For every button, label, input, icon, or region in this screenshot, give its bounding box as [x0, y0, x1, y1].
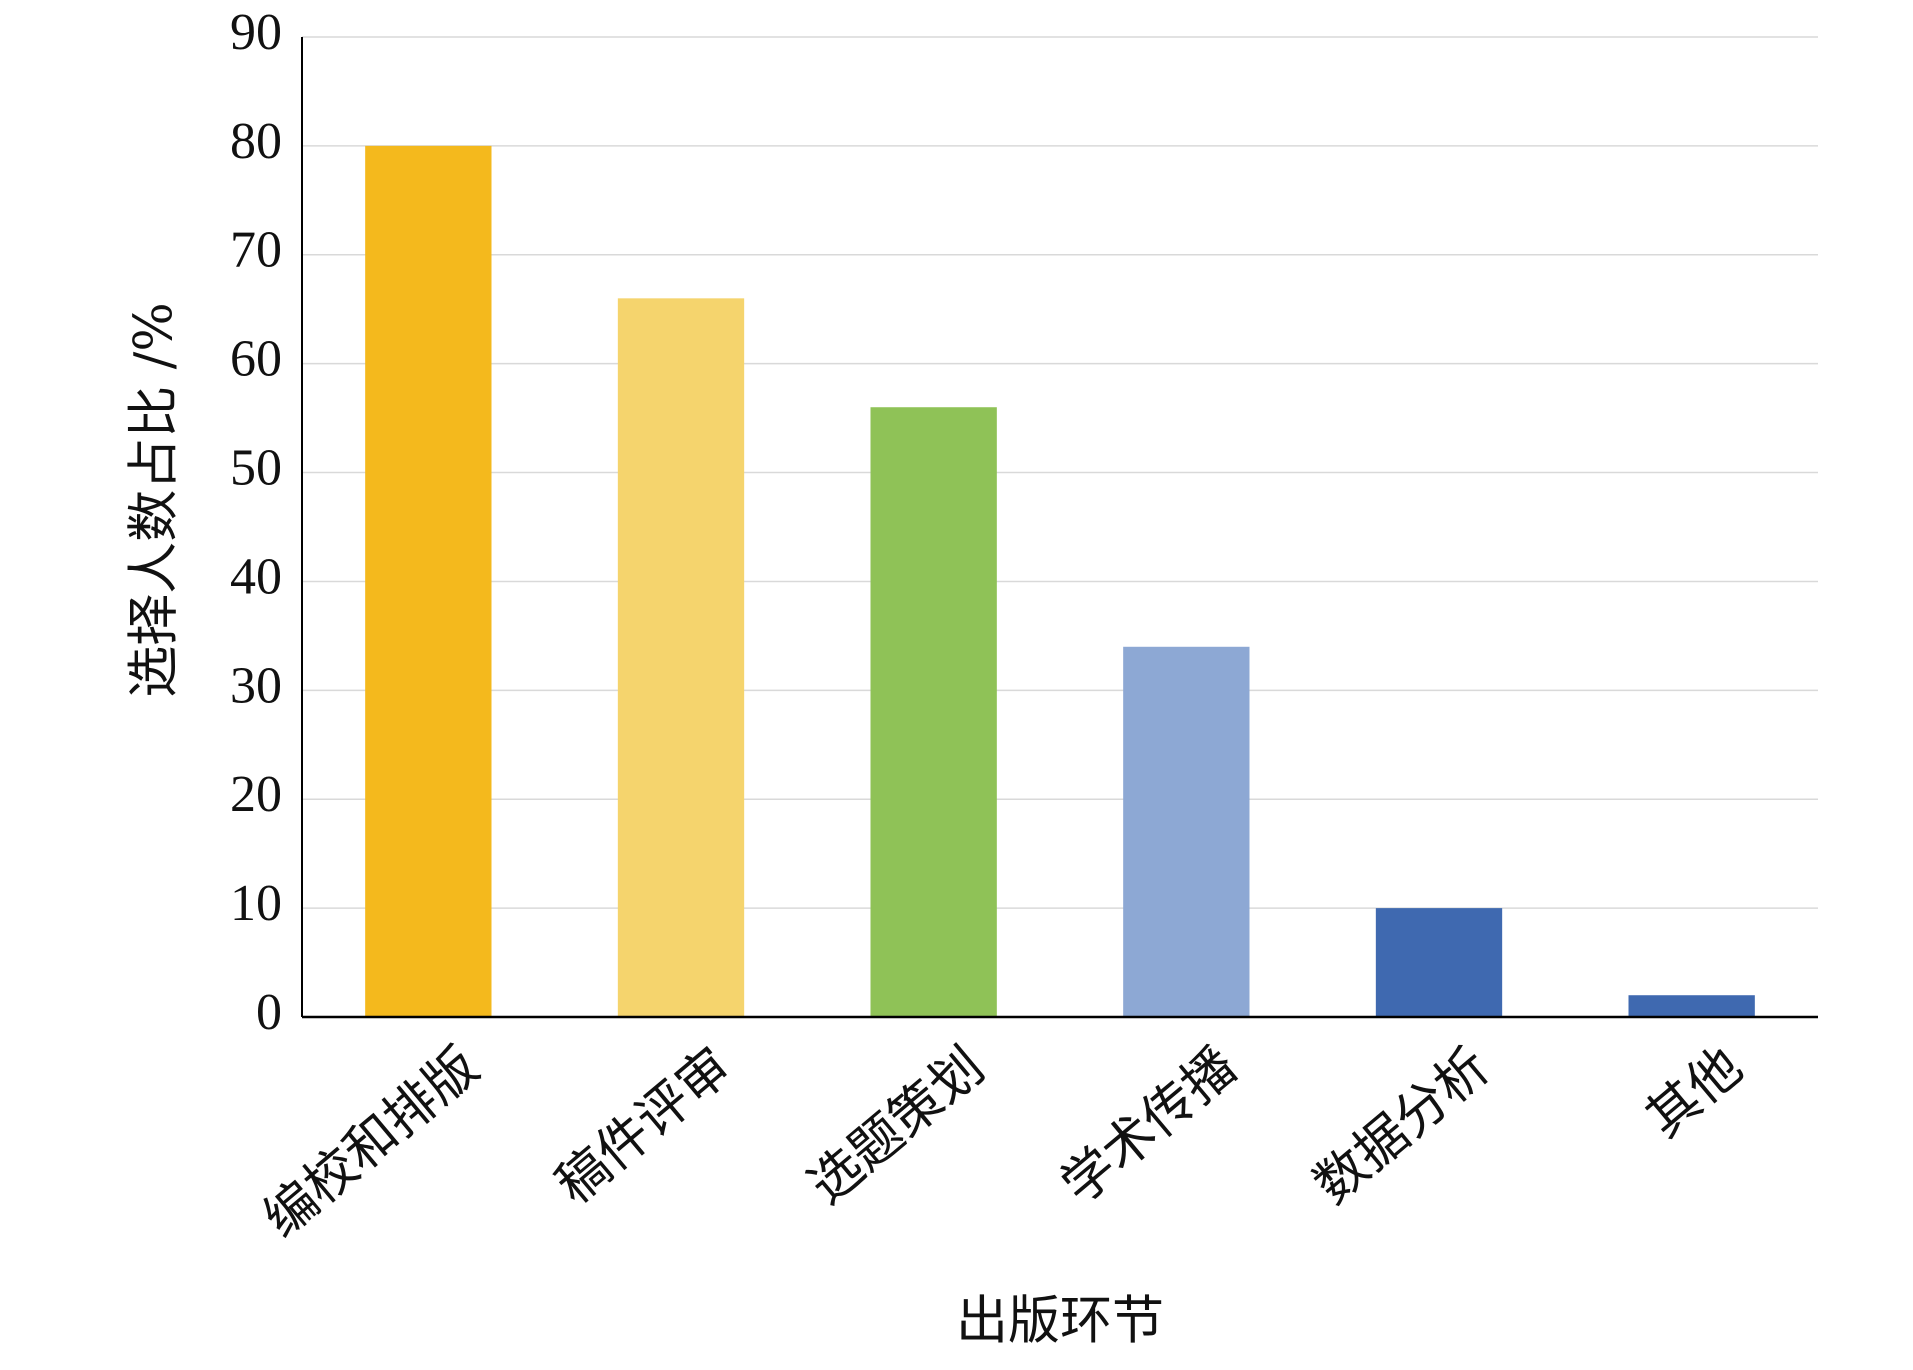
x-tick-label: 学术传播	[1050, 1036, 1248, 1216]
bar	[1123, 646, 1250, 1017]
x-tick-label: 编校和排版	[253, 1036, 491, 1249]
bar	[1628, 995, 1755, 1017]
x-tick-label: 其他	[1635, 1036, 1753, 1149]
bar	[365, 145, 492, 1017]
bar	[1375, 908, 1503, 1017]
y-tick-label: 40	[230, 548, 282, 605]
y-tick-label: 60	[230, 331, 282, 388]
y-axis-label: 选择人数占比 /%	[125, 302, 185, 697]
y-tick-label: 50	[230, 439, 282, 496]
x-tick-label: 稿件评审	[545, 1036, 743, 1216]
x-tick-label: 数据分析	[1303, 1036, 1501, 1216]
y-tick-label: 80	[230, 113, 282, 170]
y-tick-label: 70	[230, 222, 282, 279]
y-tick-label: 0	[256, 984, 282, 1041]
bar	[870, 407, 997, 1017]
x-tick-label: 选题策划	[798, 1036, 996, 1216]
y-tick-label: 90	[230, 4, 282, 61]
y-tick-label: 10	[230, 875, 282, 932]
bar	[617, 298, 745, 1017]
x-axis-label: 出版环节	[956, 1292, 1164, 1352]
y-tick-label: 30	[230, 657, 282, 714]
y-tick-label: 20	[230, 766, 282, 823]
